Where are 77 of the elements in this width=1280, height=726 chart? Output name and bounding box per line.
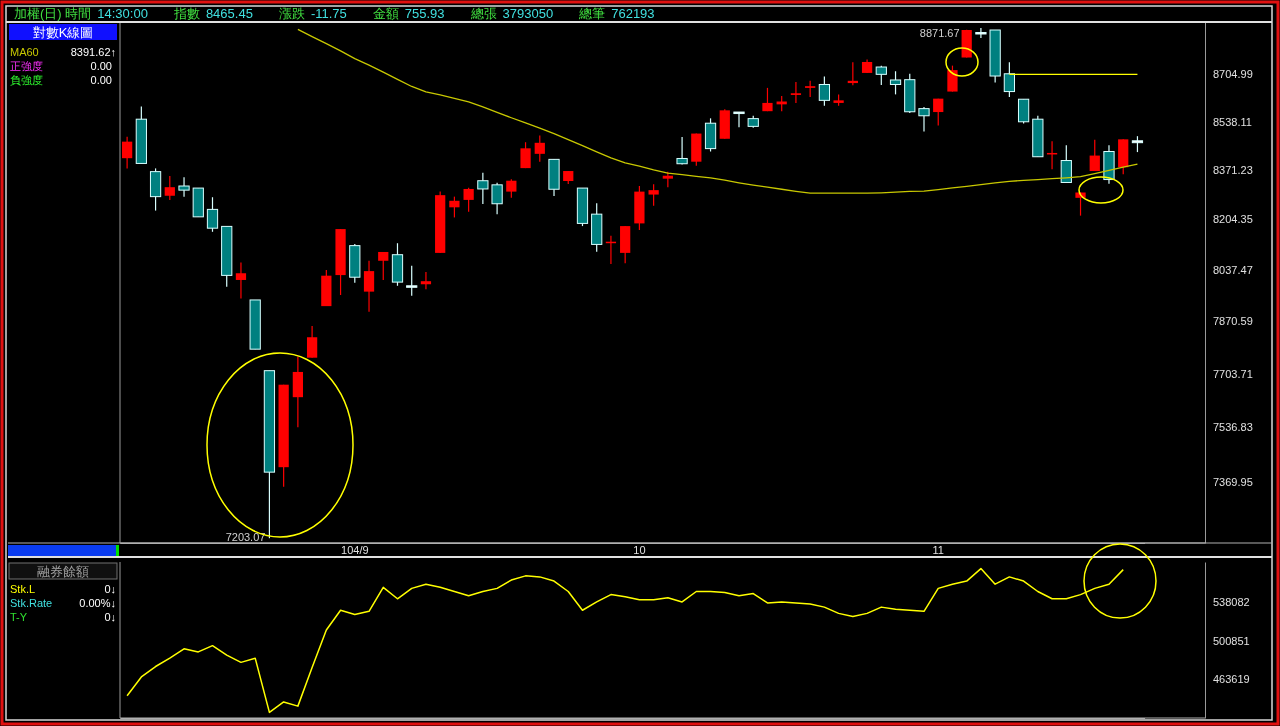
x-tick-label: 11: [932, 543, 944, 556]
candlestick: [178, 176, 190, 198]
candlestick: [378, 251, 389, 281]
candlestick: [1089, 139, 1100, 172]
x-tick-label: 104/9: [341, 543, 369, 556]
text: -11.75: [310, 6, 347, 21]
candlestick: [164, 175, 175, 201]
candlestick: [933, 98, 944, 127]
annotation: 8871.67: [919, 26, 960, 39]
chart-title: 對數K線圖: [32, 25, 94, 40]
text: 0↓: [104, 583, 116, 595]
candlestick: [918, 106, 930, 133]
x-tick-label: 10: [633, 543, 646, 556]
text: 762193: [611, 6, 655, 21]
text: 負強度: [10, 74, 43, 86]
y-tick-label: 7703.71: [1213, 367, 1253, 380]
y-tick-label: 500851: [1213, 634, 1250, 647]
text: 指數: [172, 6, 200, 21]
candlestick: [889, 70, 902, 95]
y-tick-label: 538082: [1213, 595, 1250, 608]
candlestick: [1060, 144, 1072, 184]
candlestick: [1003, 61, 1015, 98]
text: 漲跌: [278, 6, 305, 21]
text: Stk.Rate: [10, 597, 53, 609]
line-series: [126, 567, 1124, 714]
text: 總筆: [578, 6, 606, 21]
text: 14:30:00: [97, 6, 148, 21]
candlestick: [420, 271, 432, 290]
candlestick: [818, 75, 831, 107]
y-tick-label: 8538.11: [1213, 115, 1252, 128]
text: 總張: [469, 6, 497, 21]
text: MA60: [10, 46, 39, 58]
candlestick: [947, 65, 958, 93]
candlestick: [306, 325, 318, 359]
text: T-Y: [10, 611, 28, 623]
chart-title: 融券餘額: [37, 564, 89, 579]
candlestick: [520, 141, 531, 169]
candlestick: [206, 196, 219, 233]
candlestick: [676, 136, 688, 166]
text: 755.93: [404, 6, 445, 21]
line-series: [297, 28, 1139, 194]
y-tick-label: 8371.23: [1213, 164, 1253, 177]
candlestick: [733, 111, 745, 128]
y-tick-label: 7369.95: [1213, 476, 1253, 489]
y-tick-label: 7536.83: [1213, 421, 1253, 434]
candlestick: [1017, 98, 1030, 125]
candlestick: [363, 260, 375, 313]
text: 8391.62↑: [70, 46, 116, 58]
y-tick-label: 8204.35: [1213, 213, 1253, 226]
text: 加權(日) 時間: [14, 6, 92, 21]
candlestick: [406, 265, 418, 297]
candlestick: [662, 171, 673, 188]
candlestick: [534, 134, 545, 163]
candlestick: [491, 182, 503, 215]
y-tick-label: 463619: [1213, 673, 1250, 686]
text: 3793050: [502, 6, 554, 21]
candlestick: [449, 196, 460, 219]
text: 0↓: [104, 611, 116, 623]
candlestick: [790, 81, 802, 104]
text: 8465.45: [205, 6, 253, 21]
candlestick: [975, 27, 987, 39]
y-tick-label: 8704.99: [1213, 68, 1253, 81]
text: Stk.L: [10, 583, 36, 595]
candlestick: [235, 261, 247, 299]
text: 0.00: [90, 74, 112, 86]
candlestick: [477, 172, 489, 205]
text: 0.00: [90, 60, 112, 72]
candlestick: [121, 136, 133, 170]
text: 0.00%↓: [79, 597, 116, 609]
candlestick: [506, 178, 517, 199]
candlestick: [648, 183, 659, 207]
candlestick: [463, 187, 474, 213]
y-tick-label: 8037.47: [1213, 263, 1253, 276]
text: 正強度: [10, 60, 43, 72]
text: 金額: [372, 6, 399, 21]
y-tick-label: 7870.59: [1213, 315, 1253, 328]
annotation: 7203.07: [225, 531, 266, 544]
